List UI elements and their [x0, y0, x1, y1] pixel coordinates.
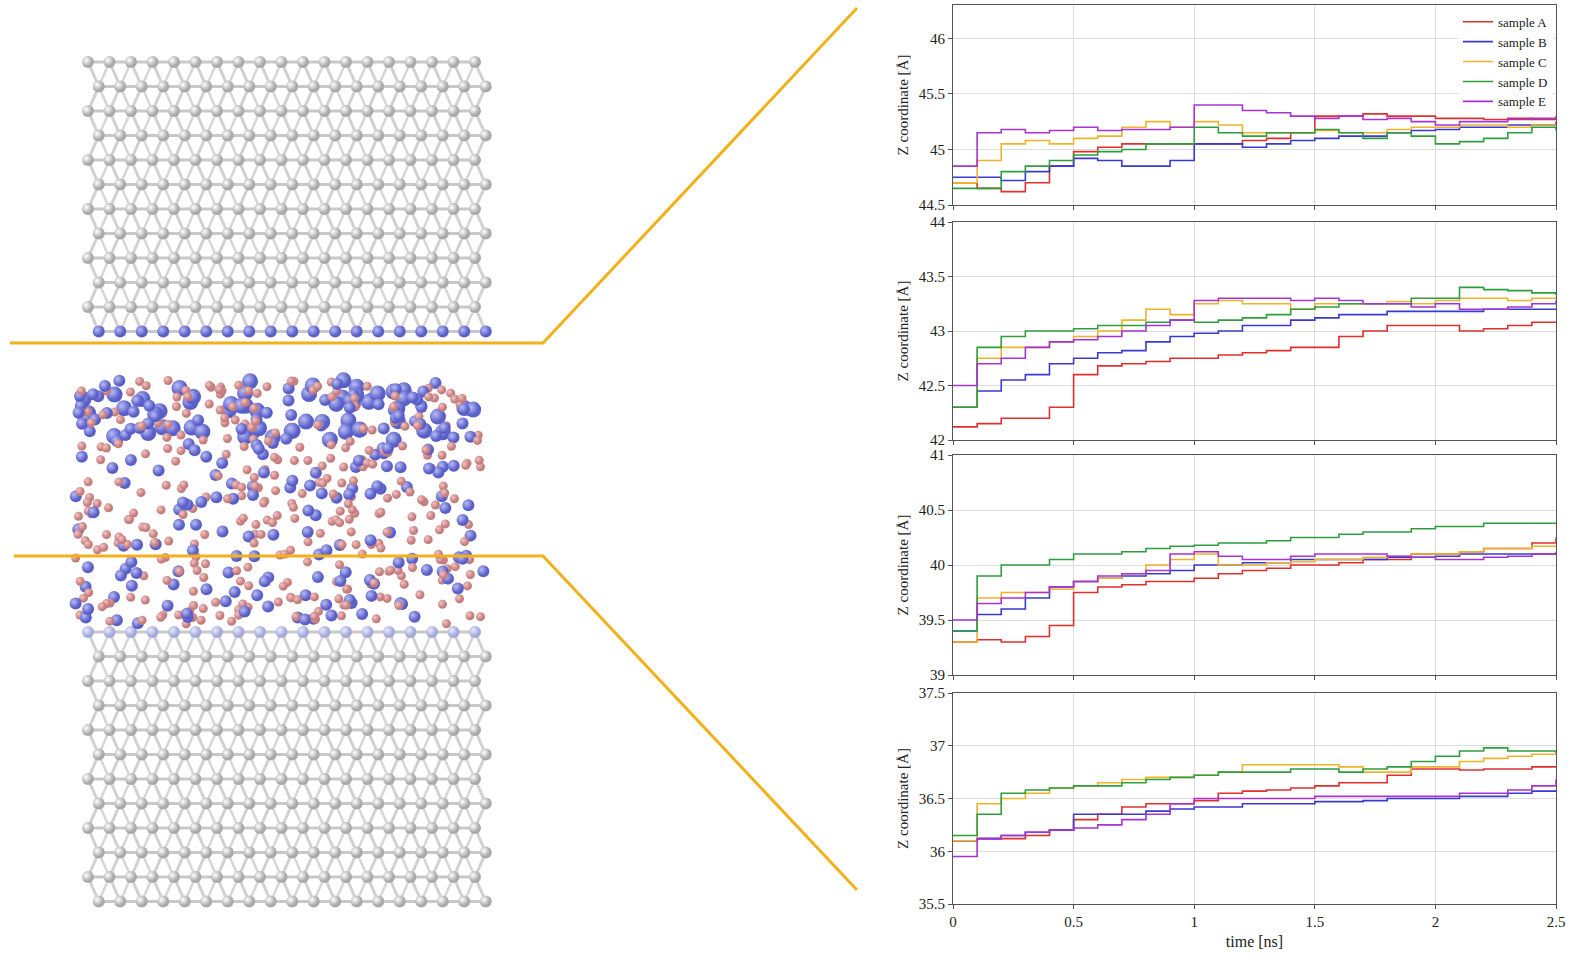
svg-text:sample A: sample A — [1498, 15, 1547, 30]
svg-text:45.5: 45.5 — [919, 86, 945, 102]
svg-text:45: 45 — [930, 142, 945, 158]
svg-text:36: 36 — [930, 844, 946, 860]
svg-text:37.5: 37.5 — [919, 685, 945, 701]
svg-text:sample E: sample E — [1498, 94, 1546, 109]
svg-text:44.5: 44.5 — [919, 197, 945, 213]
svg-text:37: 37 — [930, 738, 946, 754]
svg-text:43: 43 — [930, 323, 945, 339]
svg-text:1.5: 1.5 — [1305, 914, 1324, 930]
svg-text:40: 40 — [930, 557, 945, 573]
svg-text:42.5: 42.5 — [919, 378, 945, 394]
svg-text:sample B: sample B — [1498, 35, 1547, 50]
svg-text:sample D: sample D — [1498, 75, 1547, 90]
svg-text:36.5: 36.5 — [919, 791, 945, 807]
svg-text:43.5: 43.5 — [919, 269, 945, 285]
svg-text:sample C: sample C — [1498, 55, 1547, 70]
svg-text:44: 44 — [930, 214, 946, 230]
svg-text:2: 2 — [1432, 914, 1440, 930]
svg-text:40.5: 40.5 — [919, 502, 945, 518]
svg-text:35.5: 35.5 — [919, 896, 945, 912]
svg-text:39.5: 39.5 — [919, 612, 945, 628]
svg-text:time [ns]: time [ns] — [1226, 933, 1283, 950]
svg-text:2.5: 2.5 — [1547, 914, 1566, 930]
svg-text:Z coordinate [Å]: Z coordinate [Å] — [895, 55, 911, 156]
svg-text:0: 0 — [949, 914, 957, 930]
svg-text:1: 1 — [1190, 914, 1198, 930]
svg-text:Z coordinate [Å]: Z coordinate [Å] — [895, 515, 911, 616]
svg-text:Z coordinate [Å]: Z coordinate [Å] — [895, 281, 911, 382]
svg-text:Z coordinate [Å]: Z coordinate [Å] — [895, 748, 911, 849]
svg-text:46: 46 — [930, 31, 946, 47]
svg-text:42: 42 — [930, 432, 945, 448]
svg-text:41: 41 — [930, 447, 945, 463]
svg-text:39: 39 — [930, 667, 945, 683]
svg-text:0.5: 0.5 — [1064, 914, 1083, 930]
